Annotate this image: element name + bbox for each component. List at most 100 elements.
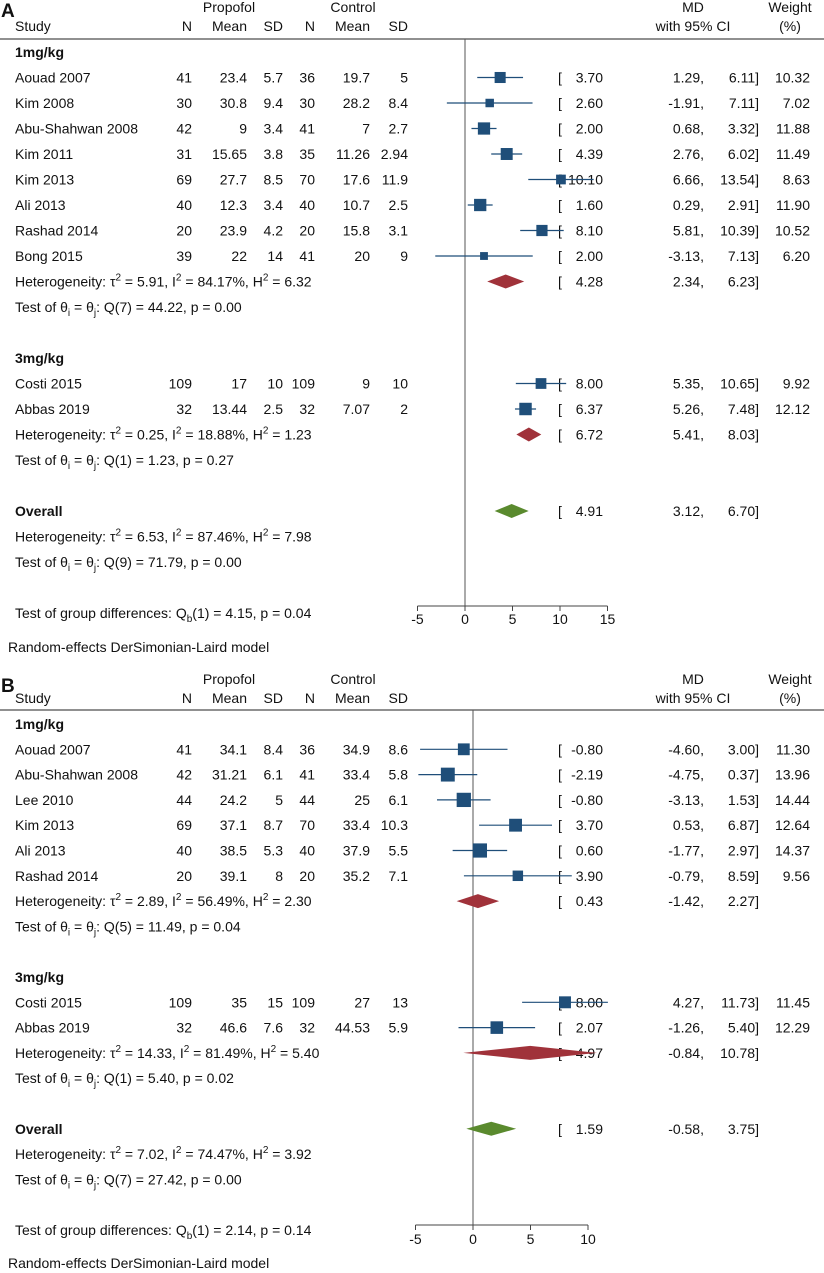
study-marker — [500, 148, 513, 160]
cell-sd-control: 3.1 — [389, 223, 409, 239]
ci-bracket: [ — [558, 792, 562, 808]
forest-panel-b: B Propofol Control MD Weight Study N Mean SD N Mea… — [0, 671, 824, 1271]
cell-n-control: 41 — [299, 121, 315, 137]
panel-label: A — [1, 1, 15, 22]
cell-sd-control: 8.4 — [389, 95, 409, 111]
study-marker — [556, 174, 566, 185]
cell-sd-propofol: 2.5 — [264, 401, 284, 417]
cell-ci-low: -4.60, — [668, 741, 704, 757]
cell-mean-control: 11.26 — [336, 146, 370, 162]
cell-ci-low: -1.42, — [668, 893, 704, 909]
ci-bracket: [ — [558, 427, 562, 443]
study-label: Bong 2015 — [15, 248, 83, 264]
cell-mean-control: 44.53 — [335, 1020, 370, 1036]
header-sd-control: SD — [389, 18, 408, 34]
cell-mean-propofol: 30.8 — [220, 95, 247, 111]
ci-bracket: [ — [558, 197, 562, 213]
cell-sd-control: 5.5 — [389, 843, 409, 859]
cell-ci-low: 0.29, — [673, 197, 704, 213]
cell-ci-high: 7.13] — [728, 248, 759, 264]
cell-weight: 6.20 — [783, 248, 810, 264]
study-label: Rashad 2014 — [15, 868, 99, 884]
cell-mean-control: 25 — [354, 792, 370, 808]
study-label: Abu-Shahwan 2008 — [15, 121, 138, 137]
header-mean-control: Mean — [335, 18, 370, 34]
cell-weight: 11.30 — [776, 741, 810, 757]
ci-bracket: [ — [558, 1121, 562, 1137]
cell-md: 4.91 — [576, 503, 603, 519]
cell-weight: 13.96 — [775, 767, 810, 783]
cell-sd-propofol: 10 — [267, 376, 283, 392]
cell-n-propofol: 20 — [176, 223, 192, 239]
cell-md: -0.80 — [571, 741, 603, 757]
cell-md: 2.00 — [576, 121, 603, 137]
cell-sd-control: 9 — [400, 248, 408, 264]
header-mean-propofol: Mean — [212, 18, 247, 34]
cell-sd-propofol: 3.4 — [264, 121, 284, 137]
cell-mean-propofol: 37.1 — [220, 817, 247, 833]
header-n-control: N — [305, 690, 315, 706]
cell-n-propofol: 42 — [176, 767, 192, 783]
cell-ci-high: 8.03] — [728, 427, 759, 443]
cell-sd-control: 13 — [392, 994, 408, 1010]
cell-n-propofol: 32 — [176, 401, 192, 417]
study-marker — [494, 71, 506, 84]
cell-ci-low: 3.12, — [673, 503, 704, 519]
study-marker — [457, 743, 470, 756]
cell-ci-low: 6.66, — [673, 172, 704, 188]
cell-n-propofol: 39 — [176, 248, 192, 264]
cell-sd-propofol: 8.4 — [264, 741, 284, 757]
cell-n-control: 70 — [299, 817, 315, 833]
cell-sd-control: 10 — [392, 376, 408, 392]
x-tick-label: -5 — [409, 1231, 422, 1247]
cell-mean-control: 9 — [362, 376, 370, 392]
study-marker — [512, 870, 524, 882]
x-tick-label: 5 — [527, 1231, 535, 1247]
ci-bracket: [ — [558, 741, 562, 757]
header-study: Study — [15, 18, 51, 34]
cell-md: 8.00 — [576, 376, 603, 392]
cell-md: 2.07 — [576, 1020, 603, 1036]
study-label: Aouad 2007 — [15, 70, 91, 86]
study-marker — [559, 996, 571, 1009]
study-label: Costi 2015 — [15, 376, 82, 392]
cell-md: 6.37 — [576, 401, 603, 417]
cell-n-control: 41 — [299, 767, 315, 783]
cell-n-control: 32 — [299, 1020, 315, 1036]
test-stat: Test of θi = θj: Q(7) = 44.22, p = 0.00 — [15, 299, 242, 319]
cell-mean-control: 35.2 — [343, 868, 370, 884]
cell-ci-low: 5.41, — [673, 427, 704, 443]
subgroup-diamond — [516, 427, 542, 442]
cell-mean-control: 28.2 — [343, 95, 370, 111]
cell-mean-propofol: 39.1 — [220, 868, 247, 884]
cell-ci-low: -4.75, — [668, 767, 704, 783]
overall-diamond — [494, 504, 529, 518]
cell-ci-low: 4.27, — [673, 994, 704, 1010]
cell-sd-propofol: 8 — [275, 868, 283, 884]
cell-mean-propofol: 9 — [239, 121, 247, 137]
cell-sd-propofol: 15 — [267, 994, 283, 1010]
cell-n-propofol: 42 — [176, 121, 192, 137]
subgroup-diamond — [456, 894, 500, 909]
cell-ci-low: 1.29, — [673, 70, 704, 86]
study-marker — [477, 122, 491, 135]
study-label: Kim 2013 — [15, 817, 74, 833]
study-marker — [519, 402, 532, 416]
test-stat: Test of θi = θj: Q(5) = 11.49, p = 0.04 — [15, 918, 241, 938]
cell-ci-low: -1.77, — [668, 843, 704, 859]
cell-ci-high: 8.59] — [728, 868, 759, 884]
cell-weight: 10.52 — [775, 223, 810, 239]
cell-md: 3.70 — [576, 70, 603, 86]
cell-sd-control: 2.94 — [381, 146, 408, 162]
study-label: Abbas 2019 — [15, 1020, 90, 1036]
study-marker — [440, 767, 455, 782]
cell-weight: 14.44 — [775, 792, 810, 808]
cell-ci-high: 6.70] — [728, 503, 759, 519]
cell-n-propofol: 40 — [176, 843, 192, 859]
cell-ci-low: 0.68, — [673, 121, 704, 137]
heterogeneity-stat: Heterogeneity: τ2 = 0.25, I2 = 18.88%, H… — [15, 426, 312, 443]
ci-bracket: [ — [558, 248, 562, 264]
ci-bracket: [ — [558, 1020, 562, 1036]
cell-n-control: 109 — [292, 994, 316, 1010]
